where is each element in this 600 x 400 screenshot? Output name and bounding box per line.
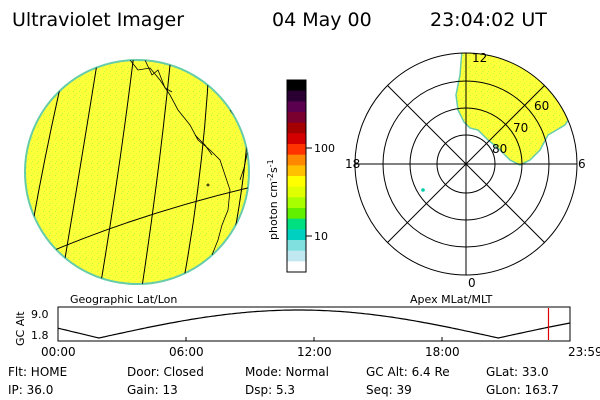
apex-panel-label: Apex MLat/MLT (410, 293, 493, 306)
colorbar-swatch (287, 90, 306, 102)
colorbar-swatch (287, 250, 306, 262)
status-gc-alt: GC Alt: 6.4 Re (366, 365, 450, 379)
aurora-region (455, 53, 576, 166)
timeline-y-top: 9.0 (31, 308, 49, 321)
status-dsp: Dsp: 5.3 (245, 383, 295, 397)
mlat-60-label: 60 (534, 99, 549, 113)
colorbar-swatch (287, 240, 306, 252)
status-glat: GLat: 33.0 (486, 365, 549, 379)
colorbar-swatch (287, 261, 306, 273)
header-time: 23:04:02 UT (430, 9, 547, 31)
colorbar-swatch (287, 229, 306, 241)
colorbar-tick-100: 100 (314, 142, 335, 155)
header-date: 04 May 00 (272, 9, 372, 31)
orbit-timeline (57, 306, 571, 342)
geographic-globe (24, 59, 250, 285)
mlat-80-label: 80 (492, 142, 507, 156)
colorbar-swatch (287, 80, 306, 92)
app-title: Ultraviolet Imager (12, 9, 184, 31)
colorbar-swatch (287, 186, 306, 198)
mlt-0-label: 0 (468, 276, 476, 290)
timeline-tick-label: 18:00 (425, 345, 460, 359)
timeline-tick-label: 23:59 (568, 345, 600, 359)
timeline-tick-label: 00:00 (41, 345, 76, 359)
status-glon: GLon: 163.7 (486, 383, 559, 397)
colorbar-swatch (287, 197, 306, 209)
timeline-axis-label: GC Alt (14, 311, 27, 346)
colorbar-swatch (287, 176, 306, 188)
status-seq: Seq: 39 (366, 383, 412, 397)
timeline-y-bottom: 1.8 (31, 329, 49, 342)
colorbar-frame (286, 79, 307, 273)
colorbar-swatch (287, 154, 306, 166)
colorbar-tick-10: 10 (314, 230, 328, 243)
polar-plot (354, 52, 578, 276)
polar-grid (354, 52, 578, 276)
colorbar-swatch (287, 218, 306, 230)
colorbar-swatch (287, 112, 306, 124)
timeline-x-ticks: 00:00 06:00 12:00 18:00 23:59 (41, 345, 600, 359)
status-door: Door: Closed (127, 365, 204, 379)
timeline-tick-label: 06:00 (169, 345, 204, 359)
timeline-tick-label: 12:00 (297, 345, 332, 359)
status-ip: IP: 36.0 (8, 383, 53, 397)
colorbar-swatch (287, 144, 306, 156)
mlt-6-label: 6 (578, 157, 586, 171)
mlat-70-label: 70 (513, 121, 528, 135)
status-mode: Mode: Normal (245, 365, 329, 379)
colorbar-swatch (287, 122, 306, 134)
aurora-dot (421, 188, 425, 192)
orbit-altitude-curve (57, 309, 571, 339)
colorbar-swatch (287, 133, 306, 145)
status-flt: Flt: HOME (8, 365, 67, 379)
mlt-18-label: 18 (345, 157, 360, 171)
colorbar-swatch (287, 101, 306, 113)
colorbar-swatch (287, 165, 306, 177)
colorbar-label: photon cm-2s-1 (266, 159, 280, 240)
colorbar-swatch (287, 208, 306, 220)
mlt-12-label: 12 (472, 51, 487, 65)
geographic-panel-label: Geographic Lat/Lon (70, 293, 177, 306)
colorbar (286, 79, 307, 273)
status-gain: Gain: 13 (127, 383, 178, 397)
